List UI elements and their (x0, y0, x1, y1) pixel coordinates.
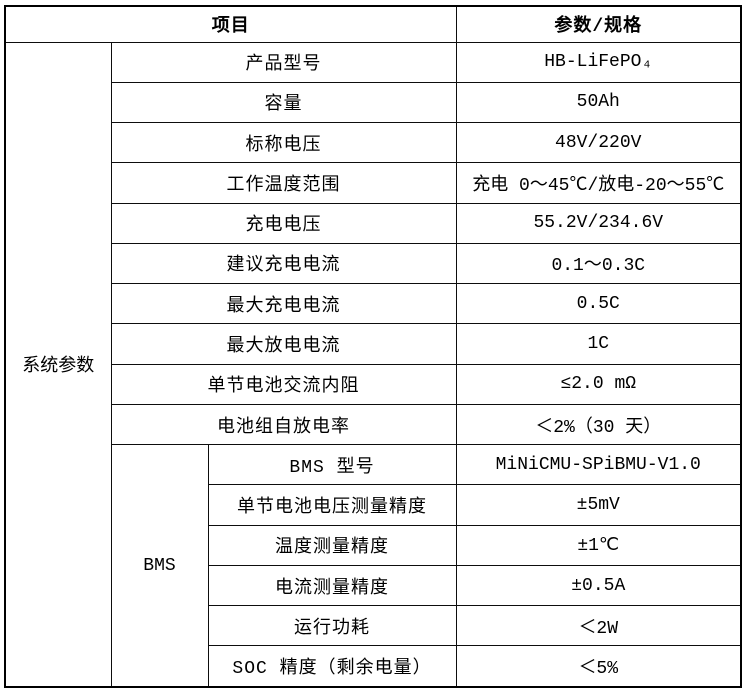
value-cell-recommended-charge-current: 0.1～0.3C (455, 242, 742, 285)
param-cell-charge-voltage: 充电电压 (110, 202, 457, 244)
value-cell-self-discharge-rate: ＜2%（30 天） (455, 403, 742, 446)
param-cell-capacity: 容量 (110, 81, 457, 124)
value-cell-current-accuracy: ±0.5A (455, 564, 742, 607)
table-row: SOC 精度（剩余电量） ＜5% (5, 645, 742, 688)
header-spec-cell: 参数/规格 (455, 5, 742, 43)
value-cell-operating-power: ＜2W (455, 605, 742, 647)
value-cell-capacity: 50Ah (455, 81, 742, 124)
table-row: 电流测量精度 ±0.5A (5, 564, 742, 607)
table-row: 单节电池交流内阻 ≤2.0 mΩ (5, 363, 742, 405)
table-row: 标称电压 48V/220V (5, 122, 742, 164)
table-row: 温度测量精度 ±1℃ (5, 524, 742, 566)
battery-spec-table: 项目 参数/规格 系统参数 产品型号 HB-LiFePO₄ 容量 50Ah 标称… (4, 5, 742, 688)
table-row: 单节电池电压测量精度 ±5mV (5, 484, 742, 526)
table-row: 充电电压 55.2V/234.6V (5, 202, 742, 244)
section-label-cell: 系统参数 (4, 41, 112, 688)
param-cell-current-accuracy: 电流测量精度 (207, 564, 457, 607)
table-row: 最大放电电流 1C (5, 323, 742, 365)
param-cell-operating-temp: 工作温度范围 (110, 162, 457, 204)
param-cell-self-discharge-rate: 电池组自放电率 (110, 403, 457, 446)
param-cell-max-charge-current: 最大充电电流 (110, 283, 457, 325)
bms-label-cell: BMS (110, 444, 209, 688)
table-row: 最大充电电流 0.5C (5, 283, 742, 325)
param-cell-recommended-charge-current: 建议充电电流 (110, 242, 457, 285)
value-cell-temp-accuracy: ±1℃ (455, 524, 742, 566)
value-cell-max-discharge-current: 1C (455, 323, 742, 365)
value-cell-max-charge-current: 0.5C (455, 283, 742, 325)
value-cell-cell-voltage-accuracy: ±5mV (455, 484, 742, 526)
table-row: 运行功耗 ＜2W (5, 605, 742, 647)
header-item-cell: 项目 (4, 5, 457, 43)
table-row: 容量 50Ah (5, 81, 742, 124)
param-cell-operating-power: 运行功耗 (207, 605, 457, 647)
table-row: 建议充电电流 0.1～0.3C (5, 242, 742, 285)
param-cell-max-discharge-current: 最大放电电流 (110, 323, 457, 365)
param-cell-bms-model: BMS 型号 (207, 444, 457, 486)
value-cell-soc-accuracy: ＜5% (455, 645, 742, 688)
value-cell-cell-ac-impedance: ≤2.0 mΩ (455, 363, 742, 405)
value-cell-operating-temp: 充电 0～45℃/放电-20～55℃ (455, 162, 742, 204)
param-cell-cell-voltage-accuracy: 单节电池电压测量精度 (207, 484, 457, 526)
value-cell-charge-voltage: 55.2V/234.6V (455, 202, 742, 244)
param-cell-soc-accuracy: SOC 精度（剩余电量） (207, 645, 457, 688)
value-cell-product-model: HB-LiFePO₄ (455, 41, 742, 83)
table-header-row: 项目 参数/规格 (4, 5, 742, 43)
table-row: 电池组自放电率 ＜2%（30 天） (5, 403, 742, 446)
table-row: BMS BMS 型号 MiNiCMU-SPiBMU-V1.0 (5, 444, 742, 688)
param-cell-temp-accuracy: 温度测量精度 (207, 524, 457, 566)
value-cell-nominal-voltage: 48V/220V (455, 122, 742, 164)
param-cell-product-model: 产品型号 (110, 41, 457, 83)
param-cell-cell-ac-impedance: 单节电池交流内阻 (110, 363, 457, 405)
table-row: 工作温度范围 充电 0～45℃/放电-20～55℃ (5, 162, 742, 204)
param-cell-nominal-voltage: 标称电压 (110, 122, 457, 164)
value-cell-bms-model: MiNiCMU-SPiBMU-V1.0 (455, 444, 742, 486)
table-row: 系统参数 产品型号 HB-LiFePO₄ (4, 41, 742, 688)
